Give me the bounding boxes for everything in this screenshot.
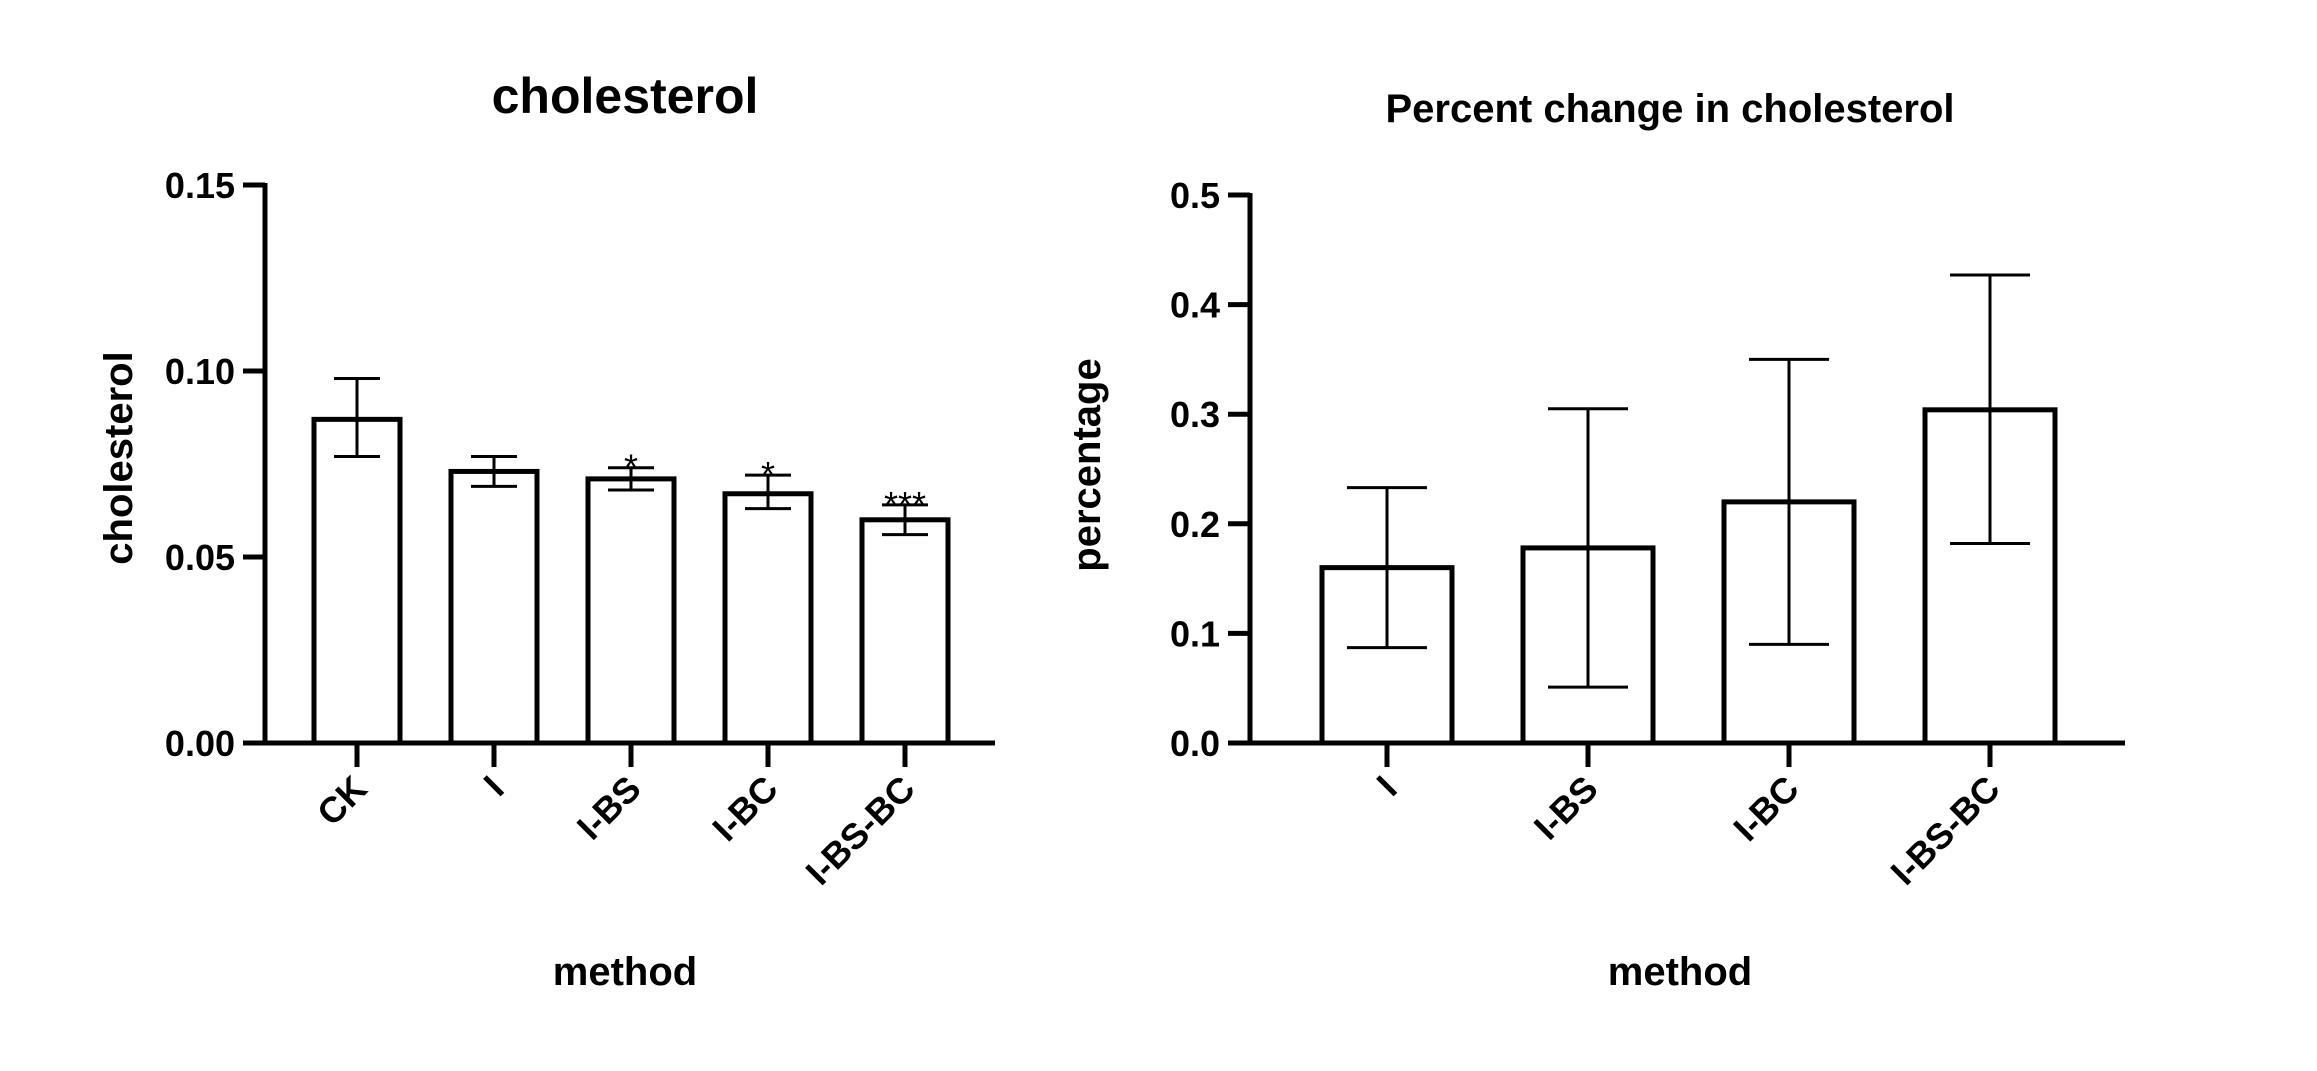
y-axis-title: percentage [1065, 358, 1109, 571]
y-tick-label: 0.0 [1170, 723, 1220, 764]
bar-i-bs [585, 476, 677, 746]
chart-percent-change: Percent change in cholesterol percentage… [1065, 87, 2125, 994]
bar-i [448, 468, 540, 746]
y-tick-label: 0.4 [1170, 285, 1220, 326]
significance-label: * [624, 447, 638, 488]
x-tick-label: I-BC [704, 768, 785, 849]
y-tick-label: 0.00 [165, 723, 235, 764]
y-ticks: 0.00 0.05 0.10 0.15 [165, 165, 265, 764]
y-tick-label: 0.2 [1170, 504, 1220, 545]
y-tick-label: 0.5 [1170, 175, 1220, 216]
bars [1319, 273, 2058, 746]
chart-title: cholesterol [492, 68, 759, 124]
y-tick-label: 0.3 [1170, 394, 1220, 435]
y-tick-label: 0.10 [165, 351, 235, 392]
significance-label: * [761, 454, 775, 495]
x-tick-label: I-BS-BC [798, 768, 923, 893]
bar-i-bs-bc [859, 517, 951, 746]
significance-label: *** [884, 484, 926, 525]
bar-i-bc [722, 491, 814, 746]
x-tick-label: I-BS [1526, 768, 1606, 848]
bars: * **** [311, 376, 951, 746]
y-ticks: 0.0 0.1 0.2 0.3 0.4 0.5 [1170, 175, 1250, 764]
x-tick-label: I-BS [569, 768, 649, 848]
x-axis-title: method [553, 950, 697, 994]
x-tick-label: I-BS-BC [1883, 768, 2008, 893]
y-tick-label: 0.1 [1170, 613, 1220, 654]
x-tick-label: CK [309, 768, 375, 834]
x-ticks: CK I I-BS I-BC I-BS-BC [309, 743, 923, 893]
x-tick-label: I [1369, 768, 1405, 804]
bar-ck [311, 416, 403, 746]
chart-title: Percent change in cholesterol [1385, 87, 1954, 131]
x-ticks: I I-BS I-BC I-BS-BC [1369, 743, 2008, 893]
x-axis-title: method [1608, 950, 1752, 994]
y-tick-label: 0.05 [165, 537, 235, 578]
x-tick-label: I [476, 768, 512, 804]
x-tick-label: I-BC [1725, 768, 1806, 849]
chart-cholesterol: cholesterol cholesterol method 0.000.050… [97, 68, 995, 994]
y-tick-label: 0.15 [165, 165, 235, 206]
y-axis-title: cholesterol [97, 351, 141, 564]
